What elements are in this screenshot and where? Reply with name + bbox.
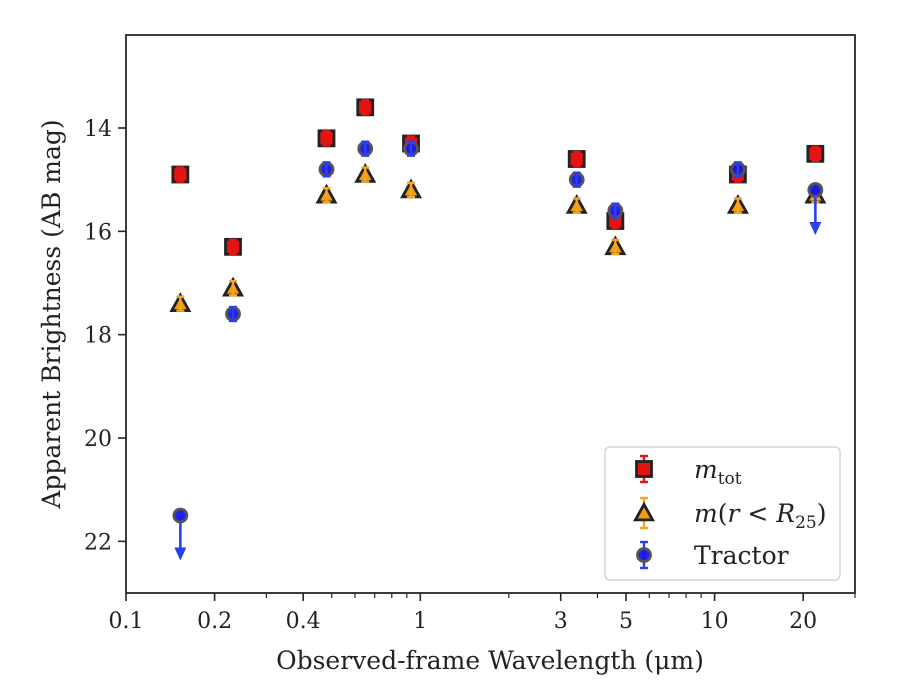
y-tick-label: 14: [84, 117, 112, 142]
data-point: [315, 183, 338, 204]
data-point: [222, 276, 245, 297]
x-tick-label: 20: [789, 609, 817, 634]
data-point: [400, 178, 423, 199]
y-tick-label: 18: [84, 324, 112, 349]
data-point: [568, 171, 585, 188]
x-tick-label: 1: [413, 609, 427, 634]
data-point: [807, 182, 824, 235]
data-point: [604, 235, 627, 256]
data-point: [607, 202, 624, 219]
series-mtot: [171, 98, 825, 256]
x-tick-label: 0.1: [109, 609, 144, 634]
x-tick-label: 10: [701, 609, 729, 634]
data-point: [317, 129, 336, 148]
legend-label: mtot: [694, 455, 742, 489]
y-tick-label: 20: [84, 427, 112, 452]
data-point: [806, 144, 825, 163]
data-point: [171, 165, 190, 184]
data-point: [169, 292, 192, 312]
data-point: [403, 140, 419, 157]
axis-ticks-layer: 0.1 0.2 0.4 1 3 5 10 20 14 16 18 20 22: [84, 117, 856, 634]
data-point: [224, 237, 242, 256]
legend-label: Tractor: [694, 541, 789, 570]
data-point: [354, 162, 377, 183]
legend-entry: Tractor: [636, 540, 789, 570]
data-point: [225, 305, 241, 323]
data-point: [729, 161, 746, 178]
y-axis-title: Apparent Brightness (AB mag): [37, 119, 66, 509]
x-tick-label: 5: [619, 609, 633, 634]
plot-frame: [125, 34, 856, 594]
data-point: [567, 150, 586, 168]
x-tick-label: 3: [554, 609, 568, 634]
y-tick-label: 22: [84, 530, 112, 555]
legend-label: m(r < R25): [694, 499, 827, 533]
x-tick-label: 0.4: [286, 609, 321, 634]
legend-box: [604, 446, 841, 581]
data-point: [357, 140, 374, 157]
series-tractor: [172, 140, 824, 561]
series-m-r25: [169, 162, 827, 312]
legend: mtot m(r < R25) Tractor: [604, 446, 841, 581]
x-axis-title: Observed-frame Wavelength (μm): [276, 646, 704, 675]
legend-entry: mtot: [635, 454, 742, 489]
data-point: [565, 193, 588, 214]
data-point: [172, 507, 189, 561]
y-tick-label: 16: [84, 220, 112, 245]
data-point: [356, 98, 375, 117]
legend-entry: m(r < R25): [632, 496, 827, 533]
data-point: [318, 161, 335, 178]
x-tick-label: 0.2: [197, 609, 232, 634]
data-points-layer: [169, 98, 827, 561]
data-point: [726, 193, 749, 214]
